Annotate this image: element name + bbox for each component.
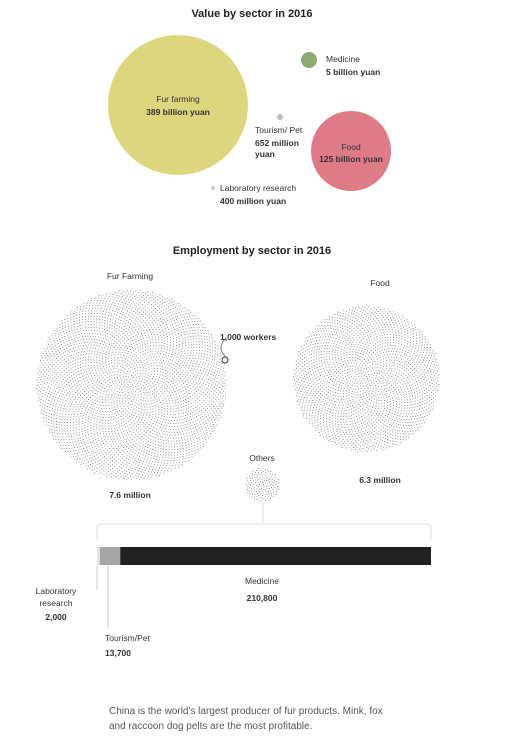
laboratory-research-employment-value: 2,000: [45, 612, 67, 622]
dots-food: [293, 305, 440, 452]
tourism-pet-employment-value: 13,700: [105, 648, 131, 658]
value-chart-title: Value by sector in 2016: [191, 8, 312, 20]
dots-others: [245, 468, 279, 502]
dot-cluster-others: [245, 468, 279, 502]
dot-legend-marker: [221, 356, 229, 364]
dot-legend-leader-line: [220, 337, 227, 358]
laboratory-research-employment-label-line1: Laboratory: [36, 586, 77, 596]
medicine-employment-label: Medicine: [245, 576, 279, 586]
bubble-fur-farming: [108, 35, 248, 175]
bubble-tourism-pet-label: Tourism/ Pet: [255, 125, 303, 135]
laboratory-research-employment-label-line2: research: [39, 598, 72, 608]
others-employment-label: Others: [249, 453, 275, 463]
others-stacked-bar: [97, 547, 431, 565]
dot-cluster-food: [293, 305, 440, 452]
bubble-fur-farming-value: 389 billion yuan: [146, 107, 210, 117]
employment-chart-title: Employment by sector in 2016: [173, 245, 331, 257]
bubble-medicine-value: 5 billion yuan: [326, 67, 380, 77]
bubble-medicine: [301, 52, 317, 68]
food-employment-value: 6.3 million: [359, 475, 401, 485]
bubble-fur-farming-label: Fur farming: [156, 94, 200, 104]
dot-legend-label: 1,000 workers: [220, 332, 277, 342]
medicine-employment-value: 210,800: [247, 593, 278, 603]
tourism-pet-employment-label: Tourism/Pet: [105, 633, 151, 643]
stacked-bar-segment-tourism-pet: [99, 547, 121, 565]
bubble-laboratory-research: [211, 186, 215, 190]
dot-cluster-fur-farming: [36, 290, 227, 481]
bubble-tourism-pet-value-line1: 652 million: [255, 138, 299, 148]
bubble-food: [311, 111, 391, 191]
bubble-tourism-pet-value-line2: yuan: [255, 149, 275, 159]
bubble-food-value: 125 billion yuan: [319, 154, 383, 164]
caption: China is the world's largest producer of…: [109, 706, 383, 732]
bubble-laboratory-research-value: 400 million yuan: [220, 196, 286, 206]
stacked-bar-segment-laboratory-research: [97, 547, 100, 565]
bubble-tourism-pet: [277, 114, 283, 120]
fur-farming-employment-label: Fur Farming: [107, 271, 154, 281]
fur-farming-employment-value: 7.6 million: [109, 490, 151, 500]
stacked-bar-segment-medicine: [120, 547, 431, 565]
bubble-food-label: Food: [341, 142, 361, 152]
dots-fur-farming: [36, 290, 227, 481]
others-bracket: [96, 523, 432, 540]
bubble-medicine-label: Medicine: [326, 54, 360, 64]
bubble-laboratory-research-label: Laboratory research: [220, 183, 296, 193]
food-employment-label: Food: [370, 278, 390, 288]
